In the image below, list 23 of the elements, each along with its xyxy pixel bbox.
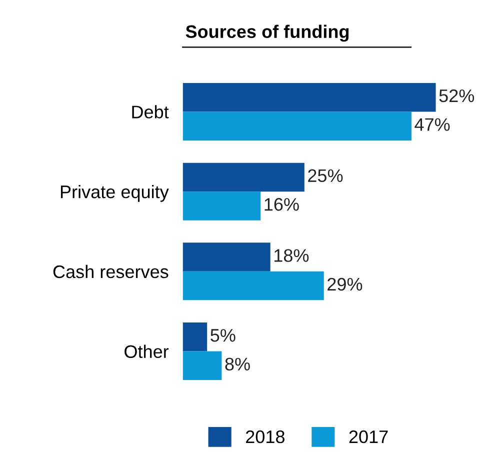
data-label: 18% — [274, 249, 309, 262]
data-label: 52% — [439, 89, 474, 102]
bar — [182, 351, 222, 380]
data-label: 16% — [264, 198, 299, 211]
data-label: 25% — [308, 169, 343, 182]
y-tick-label: Cash reserves — [53, 264, 168, 278]
legend-label: 2017 — [349, 430, 388, 444]
bar — [182, 162, 304, 192]
bar — [182, 192, 261, 220]
y-tick-label: Private equity — [60, 185, 169, 202]
chart-title: Sources of funding — [186, 24, 349, 42]
data-label: 47% — [414, 118, 450, 131]
y-tick-label: Other — [124, 344, 169, 358]
bar — [182, 271, 324, 300]
y-tick-label: Debt — [132, 105, 169, 118]
legend-label: 2018 — [246, 430, 284, 444]
data-label: 5% — [210, 329, 236, 342]
bar — [182, 242, 270, 272]
bar — [182, 82, 436, 112]
data-label: 8% — [225, 358, 250, 371]
bar — [182, 322, 208, 352]
data-label: 29% — [328, 278, 362, 291]
bar — [182, 112, 412, 140]
